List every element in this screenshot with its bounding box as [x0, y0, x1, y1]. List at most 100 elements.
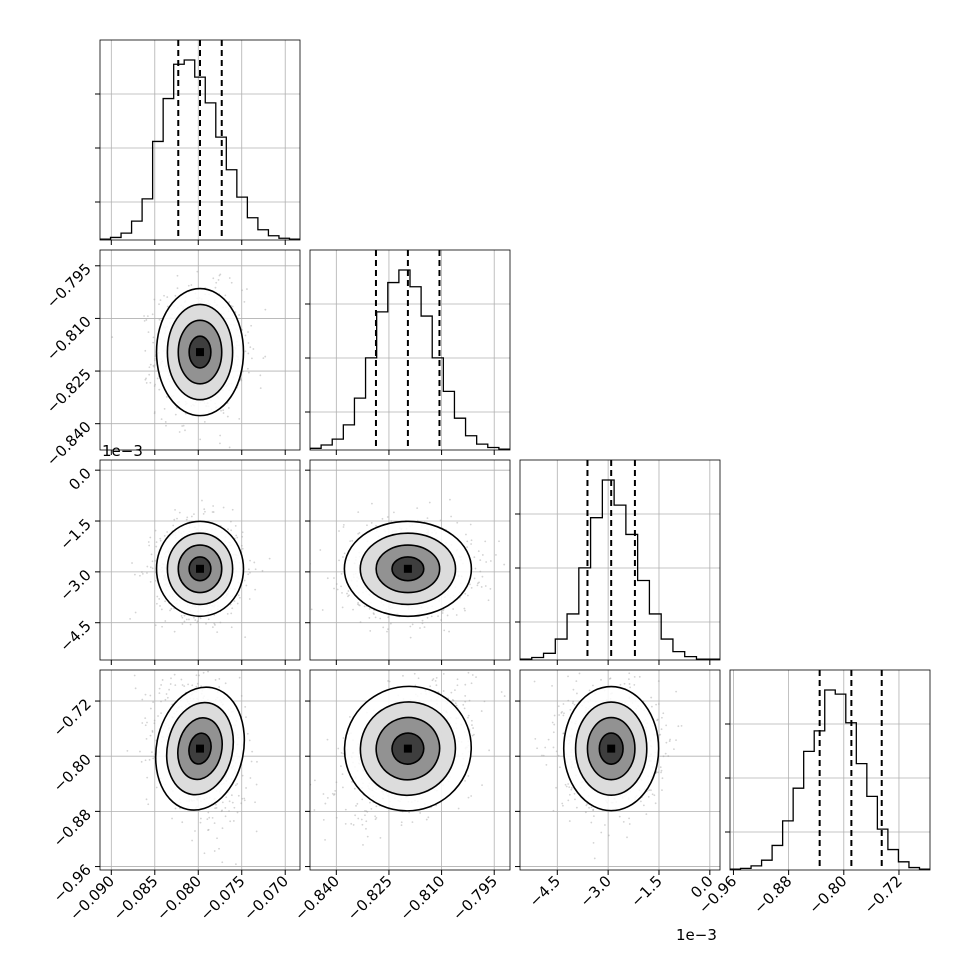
- scatter-point: [202, 512, 205, 515]
- scatter-point: [196, 620, 199, 623]
- scatter-point: [214, 624, 216, 626]
- scatter-point: [427, 816, 430, 819]
- scatter-point: [470, 539, 473, 542]
- scatter-point: [148, 373, 151, 376]
- scatter-point: [413, 672, 416, 675]
- scatter-point: [176, 517, 178, 520]
- scatter-point: [476, 584, 479, 587]
- scatter-point: [292, 839, 294, 841]
- scatter-point: [231, 508, 234, 511]
- scatter-point: [218, 686, 221, 688]
- scatter-point: [181, 425, 184, 427]
- scatter-point: [342, 526, 345, 528]
- scatter-point: [246, 367, 249, 370]
- scatter-point: [446, 614, 449, 617]
- scatter-point: [370, 807, 373, 810]
- scatter-point: [374, 818, 377, 821]
- scatter-point: [153, 298, 156, 301]
- scatter-panel-2-1: [305, 459, 511, 665]
- scatter-point: [419, 627, 421, 629]
- density-peak: [196, 348, 204, 357]
- scatter-point: [219, 442, 221, 445]
- scatter-point: [213, 822, 216, 825]
- scatter-point: [442, 672, 445, 675]
- contour-3: [391, 732, 425, 765]
- scatter-point: [148, 758, 151, 761]
- scatter-point: [215, 807, 218, 809]
- scatter-point: [425, 818, 428, 821]
- scatter-point: [221, 809, 223, 812]
- scatter-point: [633, 676, 636, 678]
- scatter-point: [470, 682, 473, 685]
- scatter-point: [233, 806, 236, 809]
- scatter-point: [443, 629, 446, 632]
- scatter-point: [207, 670, 209, 673]
- scatter-point: [187, 683, 190, 686]
- panel-frame: [99, 459, 301, 661]
- scatter-point: [387, 628, 389, 631]
- scatter-point: [536, 747, 539, 750]
- scatter-point: [207, 829, 209, 832]
- scatter-point: [154, 559, 157, 562]
- scatter-point: [134, 687, 137, 690]
- scatter-point: [230, 281, 233, 284]
- scatter-point: [170, 607, 173, 610]
- scatter-panel-3-2: [515, 669, 721, 875]
- scatter-point: [187, 284, 190, 287]
- scatter-point: [503, 695, 506, 697]
- scatter-point: [341, 606, 344, 609]
- scatter-point: [590, 821, 593, 824]
- scatter-point: [370, 521, 373, 524]
- scatter-point: [449, 498, 451, 501]
- scatter-point: [166, 305, 169, 308]
- scatter-point: [180, 614, 183, 617]
- scatter-point: [429, 685, 432, 688]
- scatter-point: [166, 531, 169, 533]
- scatter-point: [305, 557, 307, 559]
- scatter-point: [186, 516, 189, 519]
- scatter-point: [390, 520, 393, 523]
- scatter-point: [402, 674, 404, 677]
- scatter-point: [467, 671, 470, 674]
- scatter-point: [358, 604, 361, 607]
- scatter-point: [129, 617, 132, 620]
- scatter-point: [150, 553, 153, 556]
- scatter-point: [338, 559, 340, 562]
- scatter-point: [151, 567, 154, 570]
- scatter-point: [352, 608, 354, 611]
- contour-3: [188, 556, 212, 582]
- scatter-point: [233, 600, 236, 602]
- scatter-point: [139, 750, 141, 753]
- scatter-point: [234, 311, 237, 313]
- scatter-point: [211, 817, 214, 819]
- scatter-point: [322, 793, 325, 795]
- scatter-point: [421, 622, 424, 625]
- scatter-point: [217, 279, 220, 281]
- scatter-point: [255, 830, 258, 833]
- scatter-point: [154, 579, 157, 582]
- scatter-point: [379, 836, 382, 839]
- scatter-point: [511, 692, 513, 694]
- scatter-point: [238, 314, 241, 316]
- scatter-point: [379, 617, 382, 620]
- scatter-point: [485, 561, 488, 563]
- scatter-point: [240, 802, 243, 805]
- scatter-point: [141, 698, 144, 701]
- scatter-point: [149, 707, 152, 710]
- scatter-point: [337, 747, 340, 750]
- scatter-point: [480, 710, 483, 712]
- scatter-point: [131, 562, 133, 564]
- scatter-point: [254, 801, 256, 804]
- scatter-point: [144, 759, 147, 762]
- scatter-point: [219, 621, 222, 624]
- scatter-point: [144, 693, 147, 696]
- scatter-point: [201, 499, 203, 502]
- scatter-point: [628, 683, 631, 685]
- scatter-point: [147, 541, 150, 543]
- scatter-point: [368, 607, 371, 610]
- scatter-point: [366, 835, 369, 838]
- scatter-point: [146, 721, 148, 724]
- scatter-point: [467, 714, 470, 717]
- scatter-point: [234, 524, 237, 527]
- scatter-point: [174, 413, 177, 416]
